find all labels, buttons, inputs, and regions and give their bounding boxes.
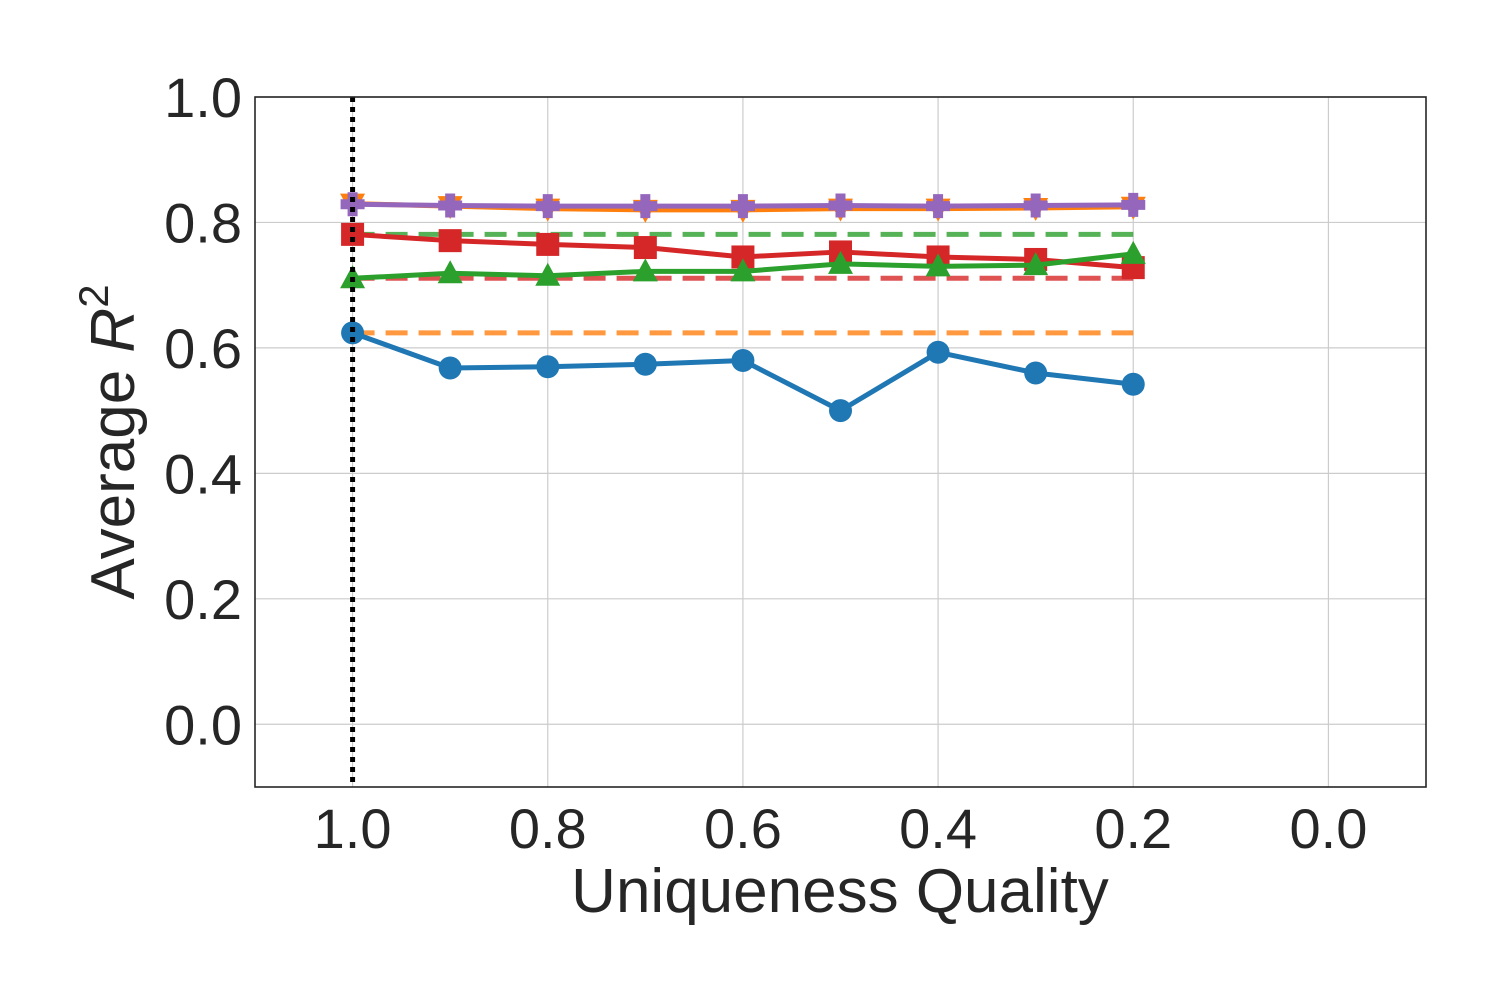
circle-marker: [926, 340, 950, 364]
circle-marker: [1024, 361, 1048, 385]
circle-marker: [438, 356, 462, 380]
triangle-up-marker: [632, 258, 658, 282]
y-axis-title: Average R2: [70, 284, 148, 599]
square-marker: [731, 245, 755, 269]
y-axis-title-symbol: R: [79, 308, 148, 353]
triangle-up-marker: [437, 260, 463, 284]
series-plus: [340, 192, 1146, 219]
y-tick-labels: 0.0 0.2 0.4 0.6 0.8 1.0: [164, 66, 242, 756]
x-tick-label: 1.0: [314, 797, 392, 860]
circle-marker: [829, 399, 852, 423]
plus-marker: [340, 192, 365, 217]
plus-marker: [828, 193, 853, 218]
plus-marker: [1023, 193, 1048, 218]
y-tick-label: 0.8: [164, 191, 242, 254]
triangle-up-marker: [535, 262, 561, 286]
circle-marker: [341, 321, 365, 345]
series-circle: [341, 321, 1145, 423]
triangle-up-marker: [925, 253, 951, 277]
x-tick-label: 0.8: [509, 797, 587, 860]
triangle-up-marker: [828, 250, 853, 274]
series-layer: [340, 192, 1146, 423]
triangle-up-marker: [1023, 252, 1049, 276]
y-axis-title-text: Average: [79, 353, 148, 600]
square-marker: [536, 232, 560, 256]
plus-marker: [535, 194, 560, 219]
plus-marker: [1121, 192, 1146, 217]
x-tick-label: 0.4: [899, 797, 977, 860]
x-tick-label: 0.0: [1289, 797, 1367, 860]
plus-marker: [730, 194, 755, 219]
x-axis-title: Uniqueness Quality: [571, 857, 1109, 926]
square-marker: [633, 236, 657, 260]
circle-marker: [633, 352, 657, 376]
y-tick-label: 0.2: [164, 568, 242, 631]
plot-frame: [254, 96, 1427, 788]
plus-marker: [633, 194, 658, 219]
circle-marker: [1121, 372, 1145, 396]
series-triangle-up: [340, 240, 1146, 289]
x-tick-labels: 1.0 0.8 0.6 0.4 0.2 0.0: [314, 797, 1368, 860]
x-tick-label: 0.6: [704, 797, 782, 860]
plus-marker: [926, 194, 951, 219]
square-marker: [341, 222, 365, 246]
triangle-up-marker: [730, 258, 756, 282]
y-tick-label: 1.0: [164, 66, 242, 129]
y-tick-label: 0.0: [164, 693, 242, 756]
x-tick-label: 0.2: [1094, 797, 1172, 860]
y-tick-label: 0.4: [164, 442, 242, 505]
circle-marker: [536, 355, 560, 379]
plus-marker: [438, 193, 463, 218]
triangle-up-marker: [340, 265, 366, 289]
circle-marker: [731, 348, 755, 372]
y-axis-title-superscript: 2: [70, 284, 117, 307]
triangle-up-marker: [1120, 240, 1146, 264]
square-marker: [438, 229, 462, 253]
y-tick-label: 0.6: [164, 317, 242, 380]
